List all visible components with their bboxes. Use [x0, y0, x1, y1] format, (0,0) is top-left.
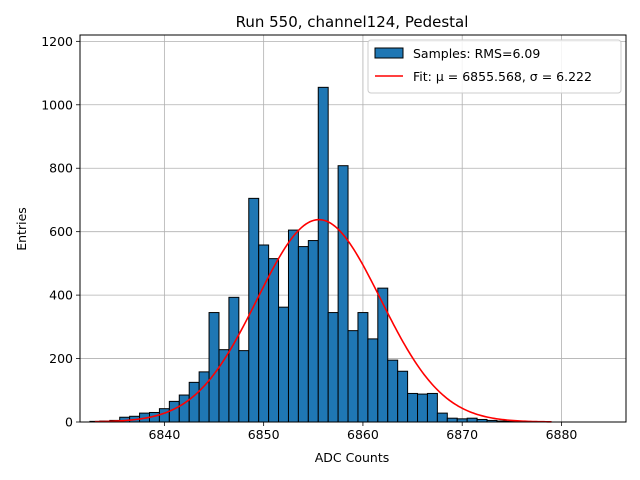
y-axis-ticks: 0 200 400 600 800 1000 1200: [41, 34, 80, 430]
legend-box: [367, 39, 622, 94]
legend-label-fit: Fit: μ = 6855.568, σ = 6.222: [413, 69, 592, 84]
histogram-bar: [367, 338, 379, 423]
histogram-bar: [327, 312, 339, 423]
histogram-bar: [208, 312, 220, 423]
y-tick-label: 1200: [41, 34, 73, 49]
histogram-bars: [89, 86, 518, 423]
histogram-bar: [337, 165, 349, 423]
histogram-bar: [377, 287, 389, 423]
chart-title: Run 550, channel124, Pedestal: [236, 13, 469, 31]
x-axis-label: ADC Counts: [315, 450, 390, 465]
histogram-bar: [278, 306, 289, 423]
histogram-bar: [446, 417, 458, 423]
histogram-bar: [426, 392, 438, 423]
x-tick-label: 6840: [148, 427, 180, 442]
histogram-bar: [436, 412, 448, 423]
histogram-bar: [347, 330, 359, 423]
histogram-bar: [357, 312, 369, 423]
x-tick-label: 6860: [347, 427, 379, 442]
histogram-bar: [188, 381, 200, 423]
histogram-bar: [407, 392, 419, 423]
histogram-bar: [158, 408, 170, 423]
histogram-bar: [268, 258, 280, 423]
histogram-bar: [397, 370, 409, 423]
histogram-bar: [258, 244, 270, 423]
histogram-bar: [238, 350, 250, 423]
x-axis-ticks: 6840 6850 6860 6870 6880: [148, 422, 577, 442]
histogram-bar: [248, 197, 260, 423]
y-tick-label: 0: [65, 415, 73, 430]
histogram-bar: [228, 296, 240, 423]
histogram-bar: [387, 359, 399, 423]
y-tick-label: 1000: [41, 97, 73, 112]
histogram-bar: [178, 394, 190, 423]
histogram-bar: [466, 417, 478, 423]
y-tick-label: 200: [49, 351, 73, 366]
fit-curve: [94, 218, 552, 423]
y-axis-label: Entries: [14, 207, 29, 251]
x-tick-label: 6850: [248, 427, 280, 442]
histogram-bar: [287, 229, 299, 423]
histogram-bar: [307, 240, 319, 423]
histogram-bar: [297, 246, 309, 423]
plot-frame: [79, 34, 627, 423]
x-tick-label: 6880: [546, 427, 578, 442]
histogram-bar: [198, 371, 210, 423]
histogram-bar: [317, 86, 329, 423]
legend-patch-samples: [374, 47, 404, 59]
legend-label-samples: Samples: RMS=6.09: [413, 46, 540, 61]
y-tick-label: 600: [49, 224, 73, 239]
x-tick-label: 6870: [446, 427, 478, 442]
histogram-bar: [417, 393, 428, 423]
histogram-bar: [168, 400, 180, 423]
legend: Samples: RMS=6.09 Fit: μ = 6855.568, σ =…: [367, 39, 622, 94]
y-tick-label: 800: [49, 161, 73, 176]
y-tick-label: 400: [49, 288, 73, 303]
